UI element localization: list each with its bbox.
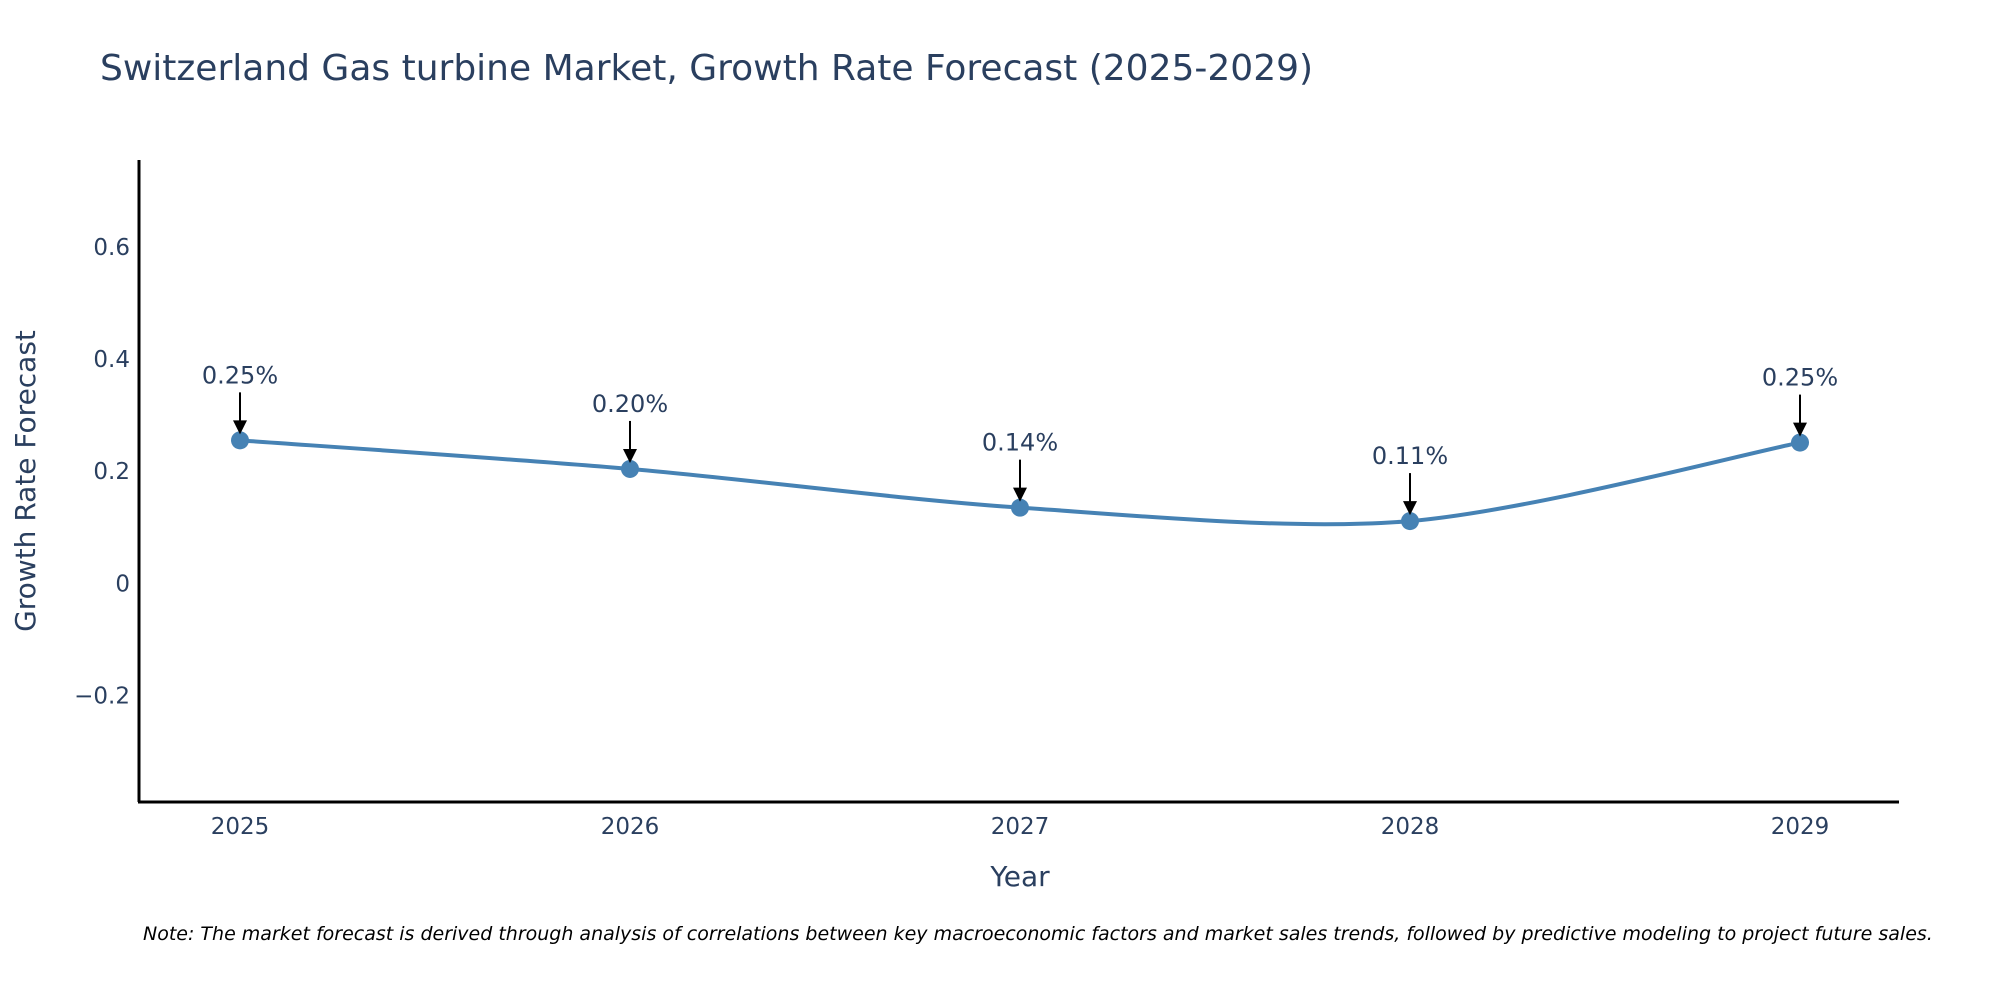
data-markers [231,431,1809,531]
y-tick-label: 0.2 [93,459,130,485]
y-axis-ticks: −0.2 0 0.2 0.4 0.6 [74,235,130,710]
data-point [621,459,639,478]
annotation-arrow-head [1403,501,1417,516]
data-label: 0.25% [202,361,278,389]
chart-title: Switzerland Gas turbine Market, Growth R… [100,48,1313,89]
y-tick-label: 0.4 [93,347,130,373]
x-tick-label: 2026 [601,814,660,840]
x-tick-label: 2025 [211,814,270,840]
annotation-arrow-head [1793,422,1807,437]
annotation-arrow-head [233,420,247,435]
data-label: 0.25% [1762,364,1838,392]
x-axis-ticks: 2025 2026 2027 2028 2029 [211,814,1830,840]
data-label: 0.20% [592,390,668,418]
data-point [1011,498,1029,517]
x-tick-label: 2028 [1381,814,1440,840]
data-label: 0.14% [982,429,1058,457]
data-point [1401,512,1419,531]
x-axis-title: Year [989,860,1050,893]
data-point [1791,433,1809,452]
y-tick-label: 0 [115,571,130,597]
annotation-arrow-head [623,448,637,463]
footnote: Note: The market forecast is derived thr… [143,923,1933,945]
y-tick-label: −0.2 [74,683,130,709]
data-point [231,431,249,450]
y-axis-title: Growth Rate Forecast [9,330,42,632]
y-tick-label: 0.6 [93,235,130,261]
data-annotations: 0.25% 0.20% 0.14% 0.11% 0.25% [202,361,1838,516]
x-tick-label: 2027 [991,814,1050,840]
annotation-arrow-head [1013,487,1027,502]
data-label: 0.11% [1372,442,1448,470]
x-tick-label: 2029 [1771,814,1830,840]
